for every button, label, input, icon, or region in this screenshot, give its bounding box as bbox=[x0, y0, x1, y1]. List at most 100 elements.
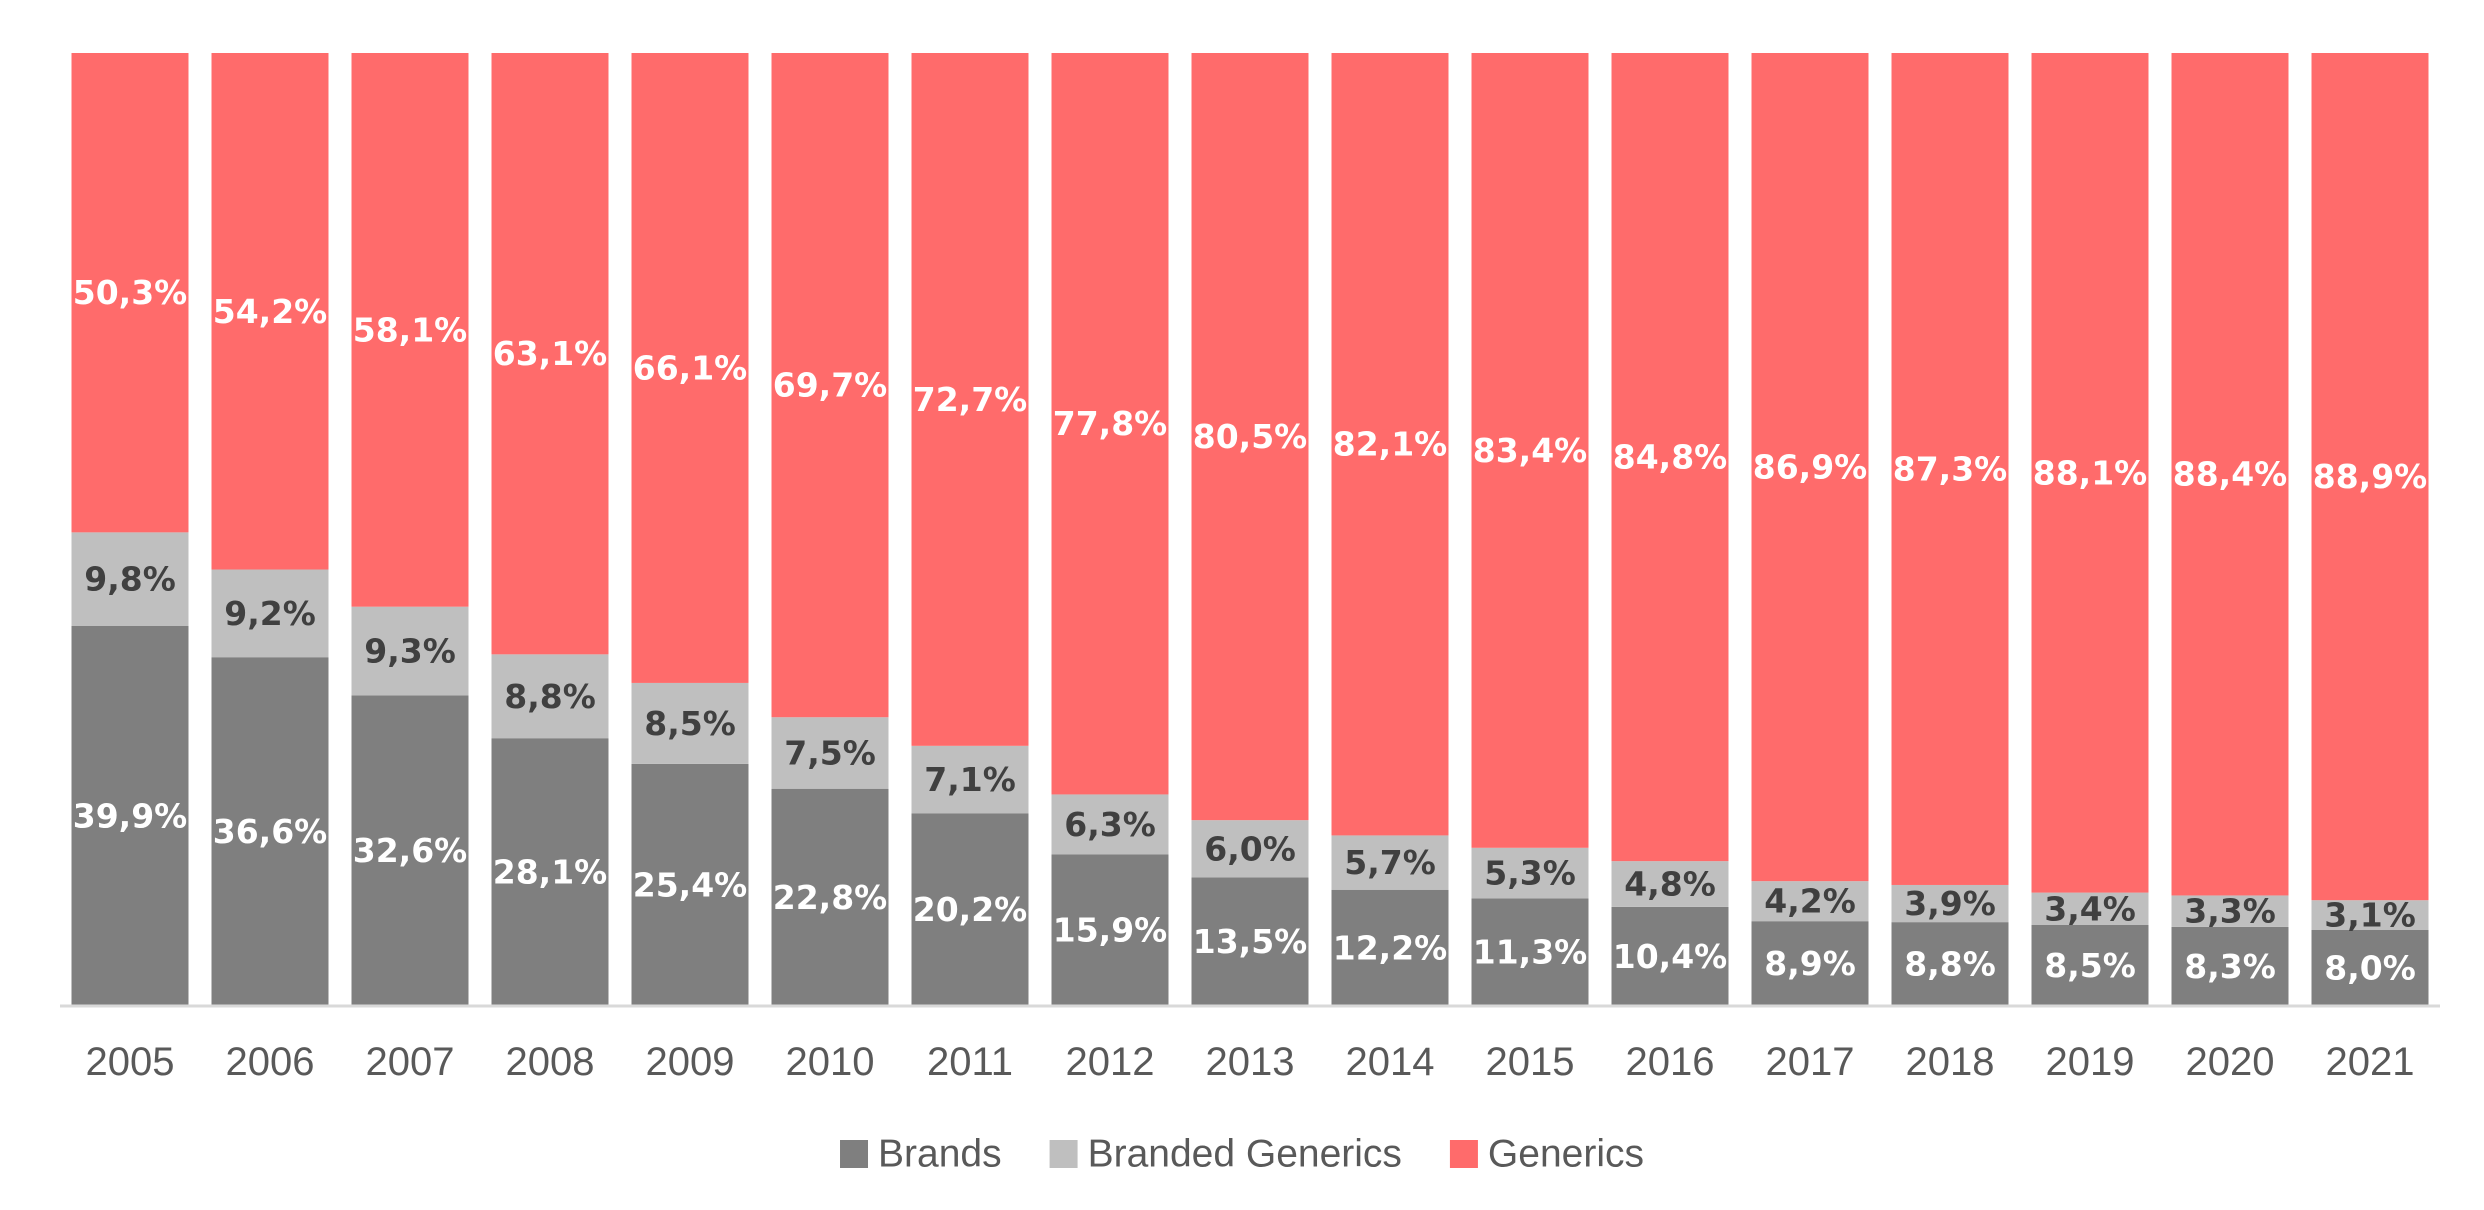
data-label-generics-2007: 58,1% bbox=[353, 310, 468, 349]
data-label-branded-generics-2017: 4,2% bbox=[1764, 882, 1856, 921]
data-label-branded-generics-2012: 6,3% bbox=[1064, 805, 1156, 844]
bar-branded-generics-2017 bbox=[1751, 881, 1869, 922]
data-label-generics-2013: 80,5% bbox=[1193, 417, 1308, 456]
data-label-branded-generics-2018: 3,9% bbox=[1904, 884, 1996, 923]
x-tick-label-2012: 2012 bbox=[1066, 1040, 1155, 1084]
data-label-branded-generics-2006: 9,2% bbox=[224, 594, 316, 633]
data-label-branded-generics-2021: 3,1% bbox=[2324, 895, 2416, 934]
bar-generics-2021 bbox=[2311, 53, 2429, 901]
bar-generics-2006 bbox=[211, 53, 329, 570]
legend-label-generics: Generics bbox=[1488, 1133, 1644, 1176]
bar-generics-2017 bbox=[1751, 53, 1869, 882]
x-tick-label-2014: 2014 bbox=[1346, 1040, 1435, 1084]
bars-group: 39,9% 9,8% 50,3% 36,6% 9,2% 54,2% 32,6% 9,3% 58,… bbox=[71, 53, 2429, 1006]
data-label-generics-2010: 69,7% bbox=[773, 366, 888, 405]
x-tick-label-2016: 2016 bbox=[1626, 1040, 1715, 1084]
x-tick-label-2017: 2017 bbox=[1766, 1040, 1855, 1084]
data-label-brands-2015: 11,3% bbox=[1473, 933, 1588, 972]
data-label-branded-generics-2015: 5,3% bbox=[1484, 854, 1576, 893]
bar-brands-2013 bbox=[1191, 877, 1309, 1006]
data-label-generics-2012: 77,8% bbox=[1053, 404, 1168, 443]
bar-generics-2005 bbox=[71, 53, 189, 533]
data-label-generics-2020: 88,4% bbox=[2173, 455, 2288, 494]
x-tick-label-2021: 2021 bbox=[2326, 1040, 2415, 1084]
data-label-branded-generics-2016: 4,8% bbox=[1624, 865, 1716, 904]
data-label-generics-2014: 82,1% bbox=[1333, 425, 1448, 464]
data-label-branded-generics-2013: 6,0% bbox=[1204, 829, 1296, 868]
data-label-branded-generics-2019: 3,4% bbox=[2044, 889, 2136, 928]
bar-branded-generics-2013 bbox=[1191, 820, 1309, 878]
x-tick-label-2009: 2009 bbox=[646, 1040, 735, 1084]
data-label-brands-2013: 13,5% bbox=[1193, 922, 1308, 961]
data-label-brands-2017: 8,9% bbox=[1764, 944, 1856, 983]
bar-generics-2014 bbox=[1331, 53, 1449, 836]
bar-brands-2005 bbox=[71, 625, 189, 1006]
data-label-generics-2017: 86,9% bbox=[1753, 448, 1868, 487]
bar-brands-2018 bbox=[1891, 922, 2009, 1006]
bar-brands-2014 bbox=[1331, 889, 1449, 1006]
data-label-branded-generics-2007: 9,3% bbox=[364, 632, 456, 671]
bar-brands-2011 bbox=[911, 813, 1029, 1006]
data-label-generics-2021: 88,9% bbox=[2313, 457, 2428, 496]
data-label-generics-2016: 84,8% bbox=[1613, 438, 1728, 477]
x-tick-label-2019: 2019 bbox=[2046, 1040, 2135, 1084]
data-label-brands-2021: 8,0% bbox=[2324, 948, 2416, 987]
data-label-brands-2010: 22,8% bbox=[773, 878, 888, 917]
bar-brands-2012 bbox=[1051, 854, 1169, 1006]
bar-brands-2017 bbox=[1751, 921, 1869, 1006]
data-label-generics-2009: 66,1% bbox=[633, 348, 748, 387]
bar-branded-generics-2014 bbox=[1331, 835, 1449, 890]
data-label-branded-generics-2008: 8,8% bbox=[504, 677, 596, 716]
bar-branded-generics-2009 bbox=[631, 682, 749, 764]
data-label-generics-2018: 87,3% bbox=[1893, 449, 2008, 488]
bar-generics-2013 bbox=[1191, 53, 1309, 821]
legend-swatch-generics bbox=[1449, 1140, 1478, 1168]
data-label-branded-generics-2005: 9,8% bbox=[84, 560, 176, 599]
bar-generics-2019 bbox=[2031, 53, 2149, 893]
data-label-brands-2009: 25,4% bbox=[633, 865, 748, 904]
data-label-branded-generics-2014: 5,7% bbox=[1344, 843, 1436, 882]
bar-generics-2020 bbox=[2171, 53, 2289, 896]
bar-generics-2012 bbox=[1051, 53, 1169, 795]
data-label-brands-2007: 32,6% bbox=[353, 831, 468, 870]
bar-brands-2010 bbox=[771, 788, 889, 1006]
bar-branded-generics-2006 bbox=[211, 569, 329, 658]
bar-branded-generics-2019 bbox=[2031, 892, 2149, 925]
bar-brands-2019 bbox=[2031, 924, 2149, 1006]
legend-label-brands: Brands bbox=[878, 1133, 1002, 1176]
data-label-brands-2019: 8,5% bbox=[2044, 946, 2136, 985]
data-label-generics-2015: 83,4% bbox=[1473, 431, 1588, 470]
bar-brands-2008 bbox=[491, 738, 609, 1006]
bar-generics-2018 bbox=[1891, 53, 2009, 885]
x-tick-label-2015: 2015 bbox=[1486, 1040, 1575, 1084]
bar-generics-2010 bbox=[771, 53, 889, 718]
legend-label-branded-generics: Branded Generics bbox=[1088, 1133, 1402, 1176]
data-label-branded-generics-2011: 7,1% bbox=[924, 760, 1016, 799]
data-label-brands-2005: 39,9% bbox=[73, 796, 188, 835]
data-label-brands-2006: 36,6% bbox=[213, 812, 328, 851]
legend-swatch-brands bbox=[840, 1140, 869, 1168]
data-label-branded-generics-2009: 8,5% bbox=[644, 704, 736, 743]
x-tick-label-2013: 2013 bbox=[1206, 1040, 1295, 1084]
bar-generics-2008 bbox=[491, 53, 609, 655]
data-label-generics-2019: 88,1% bbox=[2033, 453, 2148, 492]
bar-branded-generics-2011 bbox=[911, 745, 1029, 814]
bar-generics-2015 bbox=[1471, 53, 1589, 848]
bar-brands-2016 bbox=[1611, 906, 1729, 1006]
data-label-branded-generics-2010: 7,5% bbox=[784, 733, 876, 772]
data-label-brands-2014: 12,2% bbox=[1333, 928, 1448, 967]
x-tick-label-2018: 2018 bbox=[1906, 1040, 1995, 1084]
bar-branded-generics-2021 bbox=[2311, 900, 2429, 930]
x-tick-label-2005: 2005 bbox=[86, 1040, 175, 1084]
bar-brands-2015 bbox=[1471, 898, 1589, 1006]
bar-branded-generics-2005 bbox=[71, 532, 189, 626]
data-label-generics-2008: 63,1% bbox=[493, 334, 608, 373]
bar-branded-generics-2012 bbox=[1051, 794, 1169, 855]
bar-generics-2016 bbox=[1611, 53, 1729, 862]
bar-brands-2007 bbox=[351, 695, 469, 1006]
x-axis-ticks: 2005 2006 2007 2008 2009 2010 2011 2012 2013 2014… bbox=[86, 1040, 2415, 1084]
data-label-generics-2006: 54,2% bbox=[213, 292, 328, 331]
data-label-brands-2011: 20,2% bbox=[913, 890, 1028, 929]
bar-branded-generics-2020 bbox=[2171, 895, 2289, 927]
